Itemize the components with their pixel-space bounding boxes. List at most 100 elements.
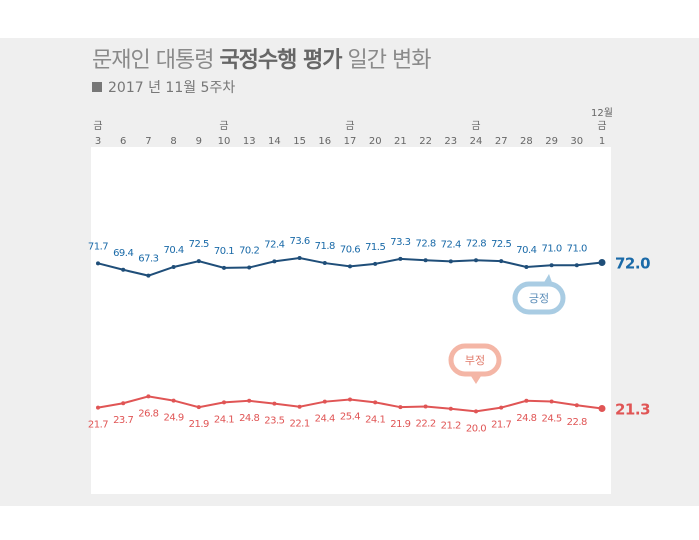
data-label: 20.0 (466, 423, 486, 434)
data-point (121, 267, 126, 272)
data-label: 24.9 (163, 413, 183, 424)
data-label: 24.8 (516, 413, 536, 424)
data-point (348, 264, 352, 269)
weekday-label: 금 (597, 120, 606, 132)
negative-callout-tail (469, 373, 483, 384)
positive-callout-tail (543, 274, 553, 285)
data-label: 72.8 (466, 238, 486, 249)
data-label: 71.0 (541, 243, 561, 254)
data-label: 25.4 (340, 411, 360, 422)
data-point (171, 264, 176, 269)
positive-callout-bubble (512, 281, 566, 315)
data-point (222, 400, 226, 405)
data-label: 23.5 (264, 416, 284, 427)
data-label: 69.4 (113, 248, 133, 259)
data-label: 70.4 (163, 245, 183, 256)
data-point (222, 265, 226, 270)
x-tick-label: 7 (145, 136, 151, 147)
data-point (272, 401, 277, 406)
data-point (524, 264, 529, 269)
weekday-label: 금 (93, 120, 102, 132)
data-point (247, 398, 252, 403)
plot-area (91, 147, 611, 494)
data-label: 70.6 (340, 244, 360, 255)
x-tick-label: 14 (268, 136, 281, 147)
data-point (574, 403, 579, 408)
data-point (96, 261, 100, 266)
data-point (524, 398, 529, 403)
data-point (474, 258, 478, 263)
data-point (574, 263, 579, 268)
data-point (373, 261, 378, 266)
data-label: 72.8 (415, 238, 435, 249)
data-point (297, 256, 302, 261)
x-tick-label: 22 (419, 136, 432, 147)
weekday-label: 금 (471, 120, 480, 132)
x-tick-label: 13 (243, 136, 256, 147)
data-label: 21.2 (441, 421, 461, 432)
data-point (96, 405, 100, 410)
data-point (322, 261, 327, 266)
square-bullet-icon (92, 82, 102, 92)
data-point (121, 401, 126, 406)
data-point (373, 400, 378, 405)
data-label: 73.6 (289, 236, 309, 247)
data-point (598, 259, 606, 266)
data-label: 70.1 (214, 246, 234, 257)
data-label: 70.2 (239, 246, 259, 257)
data-point (146, 273, 151, 278)
x-tick-label: 10 (218, 136, 231, 147)
last-value-label: 72.0 (615, 255, 650, 273)
data-point (448, 406, 453, 411)
weekday-label: 금 (345, 120, 354, 132)
x-tick-label: 21 (394, 136, 407, 147)
data-point (196, 259, 201, 264)
data-label: 71.7 (88, 241, 108, 252)
x-tick-label: 9 (196, 136, 202, 147)
x-tick-label: 28 (520, 136, 533, 147)
x-tick-label: 17 (344, 136, 357, 147)
data-label: 71.0 (567, 243, 587, 254)
data-point (322, 399, 327, 404)
x-tick-label: 3 (95, 136, 101, 147)
data-label: 21.7 (88, 420, 108, 431)
data-label: 21.9 (390, 419, 410, 430)
x-tick-label: 29 (545, 136, 558, 147)
data-label: 22.2 (415, 419, 435, 430)
data-point (398, 405, 403, 410)
data-label: 67.3 (138, 254, 158, 265)
data-point (171, 398, 176, 403)
data-label: 73.3 (390, 237, 410, 248)
data-label: 22.1 (289, 419, 309, 430)
data-point (247, 265, 252, 270)
data-label: 21.7 (491, 420, 511, 431)
title-bold: 국정수행 평가 (219, 48, 342, 73)
data-label: 24.8 (239, 413, 259, 424)
data-point (549, 263, 554, 268)
data-label: 72.4 (264, 239, 284, 250)
data-point (423, 258, 428, 263)
data-point (297, 404, 302, 409)
data-label: 72.4 (441, 239, 461, 250)
data-point (499, 259, 504, 264)
x-tick-label: 6 (120, 136, 126, 147)
subtitle-text: 2017 년 11월 5주차 (108, 80, 236, 96)
data-point (398, 256, 403, 261)
x-tick-label: 24 (470, 136, 483, 147)
data-point (499, 405, 504, 410)
data-label: 72.5 (491, 239, 511, 250)
data-point (598, 405, 606, 412)
data-label: 24.1 (214, 414, 234, 425)
x-tick-label: 8 (170, 136, 176, 147)
last-value-label: 21.3 (615, 401, 650, 419)
negative-series-name: 부정 (465, 354, 485, 367)
data-point (549, 399, 554, 404)
data-point (272, 259, 277, 264)
data-point (196, 405, 201, 410)
data-label: 24.5 (541, 413, 561, 424)
page-subtitle: 2017 년 11월 5주차 (92, 77, 235, 97)
page-title: 문재인 대통령 국정수행 평가 일간 변화 (92, 42, 431, 74)
x-tick-label: 23 (444, 136, 457, 147)
weekday-label: 금 (219, 120, 228, 132)
